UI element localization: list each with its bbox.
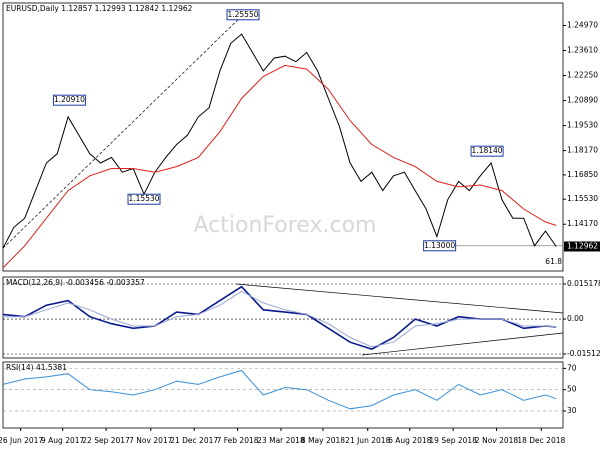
y-tick-label: 1.15530 [567, 194, 598, 203]
x-tick-label: 19 Sep 2018 [429, 436, 477, 445]
trend-line [361, 332, 564, 356]
y-tick-label: 1.14170 [567, 219, 598, 228]
x-tick-label: 8 May 2018 [301, 436, 345, 445]
x-tick-label: 7 Nov 2017 [129, 436, 172, 445]
panel-frame [2, 2, 564, 272]
panel-frame [2, 276, 564, 359]
y-tick-label: 0.00 [567, 314, 584, 323]
series-line [2, 64, 557, 269]
panel-title: MACD(12,26,9) -0.003456 -0.003357 [6, 278, 145, 287]
panel-frame [2, 361, 564, 429]
x-tick-label: 6 Aug 2018 [388, 436, 431, 445]
y-tick-label: 0.015178 [567, 279, 600, 288]
x-tick-label: 23 Mar 2018 [257, 436, 305, 445]
x-tick-label: 26 Jun 2017 [0, 436, 43, 445]
x-tick-label: 18 Dec 2018 [517, 436, 565, 445]
series-line [3, 290, 557, 348]
y-tick-label: 1.23610 [567, 45, 598, 54]
y-tick-label: -0.015126 [567, 349, 600, 358]
y-tick-label: 1.24970 [567, 20, 598, 29]
y-tick-label: 1.18170 [567, 146, 598, 155]
x-tick-label: 9 Aug 2017 [41, 436, 84, 445]
y-tick-label: 1.16850 [567, 170, 598, 179]
annotation-box [470, 145, 504, 157]
last-price-label: 1.12962 [567, 241, 598, 250]
x-tick-label: 7 Feb 2018 [217, 436, 259, 445]
x-tick-label: 21 Dec 2017 [170, 436, 218, 445]
annotation-box [226, 9, 260, 21]
x-tick-label: 22 Sep 2017 [82, 436, 130, 445]
trend-line [2, 14, 244, 249]
x-tick-label: 21 Jun 2018 [345, 436, 390, 445]
y-tick-label: 1.22250 [567, 71, 598, 80]
series-line [2, 285, 557, 350]
y-tick-label: 70 [567, 363, 577, 372]
annotation-box [423, 240, 457, 252]
series-line [2, 369, 557, 410]
x-tick-label: 2 Nov 2018 [475, 436, 518, 445]
annotation-box [127, 193, 161, 205]
y-tick-label: 30 [567, 406, 577, 415]
fib-label: 61.8 [545, 257, 562, 266]
annotation-label: 1.25550 [227, 10, 258, 19]
panel-title: RSI(14) 41.5381 [6, 363, 67, 372]
annotation-box [52, 94, 86, 106]
annotation-label: 1.13000 [424, 241, 455, 250]
trend-line [235, 283, 564, 314]
watermark: ActionForex.com [194, 213, 377, 238]
y-tick-label: 1.20890 [567, 96, 598, 105]
last-price-box [564, 241, 600, 252]
y-tick-label: 1.19530 [567, 121, 598, 130]
annotation-label: 1.18140 [472, 146, 503, 155]
annotation-label: 1.15530 [129, 194, 160, 203]
annotation-label: 1.20910 [54, 95, 85, 104]
panel-title: EURUSD,Daily 1.12857 1.12993 1.12842 1.1… [6, 4, 193, 13]
y-tick-label: 50 [567, 385, 577, 394]
